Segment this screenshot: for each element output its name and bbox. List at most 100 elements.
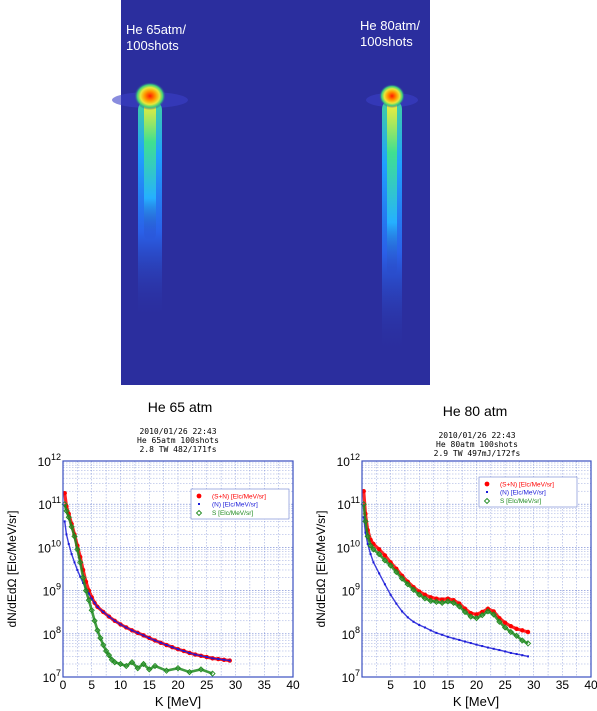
chart-subtitle-line3: 2.8 TW 482/171fs [139,445,216,454]
data-point [136,631,139,634]
x-tick-label: 10 [114,678,128,692]
data-point [177,648,179,651]
data-point [507,628,514,636]
data-point [223,658,225,661]
x-tick-label: 30 [229,678,243,692]
data-point [77,559,84,566]
y-tick-label: 1011 [38,495,61,512]
data-point [475,643,478,646]
legend-marker-s [195,509,203,517]
data-point [188,651,191,654]
data-point [93,601,96,604]
data-point [163,667,170,674]
x-tick-label: 25 [200,678,214,692]
data-point [85,597,93,604]
data-point [404,581,411,588]
data-point [519,637,526,644]
data-point [140,660,147,668]
data-point [492,647,495,650]
chart-he-80atm: He 80 atm 2010/01/26 22:43 He 80atm 100s… [314,403,597,709]
data-point [525,629,531,635]
data-point [182,649,185,652]
data-point [428,595,433,600]
data-point [467,613,474,620]
y-tick-label: 108 [342,625,360,642]
legend-box [478,476,578,508]
legend-label-s: S [Elc/MeV/sr] [212,510,253,517]
data-point [71,533,78,540]
x-tick-label: 0 [60,678,67,692]
data-point [387,562,394,569]
data-point [381,557,389,564]
data-point [367,542,374,549]
data-point [481,645,484,648]
x-tick-label: 20 [470,678,484,692]
data-point [429,629,432,632]
data-point [406,616,409,619]
data-point [68,523,75,530]
data-point [416,591,423,598]
data-point [412,620,415,623]
data-point [401,610,404,613]
data-point [76,568,79,571]
series-band [362,491,529,634]
data-point [79,575,82,578]
data-point [509,651,512,654]
data-point [479,612,486,619]
data-point [151,662,159,670]
x-tick-label: 10 [413,678,427,692]
data-point [100,641,107,649]
data-point [423,626,426,629]
data-point [63,507,70,515]
data-point [108,615,110,618]
data-point [200,654,202,657]
data-point [209,670,216,677]
data-point [119,623,122,626]
image-background [121,0,430,385]
y-tick-label: 1011 [337,495,360,512]
chart-he-65atm: He 65 atm 2010/01/26 22:43 He 65atm 100s… [5,399,300,709]
data-point [378,572,381,575]
data-point [123,662,130,670]
data-point [361,488,366,494]
data-point [469,642,472,645]
data-point [389,593,392,596]
data-point [79,574,87,581]
data-point [439,597,445,602]
data-point [70,553,73,556]
data-point [102,647,110,655]
y-tick-label: 107 [342,668,360,685]
data-point [418,623,421,626]
data-point [456,603,463,610]
series-n [362,516,530,658]
chart-title: He 65 atm [148,399,213,415]
data-point [117,660,124,668]
data-point [111,659,118,666]
data-point [87,592,90,595]
data-point [134,665,141,672]
data-point [96,605,99,608]
data-point [521,654,524,657]
data-point [186,668,193,676]
series-s [61,501,216,677]
legend-label-n: (N) [Elc/MeV/sr] [500,490,546,497]
chart-subtitle-line2: He 65atm 100shots [137,436,219,445]
data-point [154,639,156,642]
data-point [67,542,70,545]
data-point [421,595,429,602]
data-point [362,518,369,525]
data-point [486,646,489,649]
data-point [131,629,133,632]
data-point [395,602,398,605]
data-point [65,514,72,521]
data-point [364,531,367,534]
data-point [90,597,93,600]
data-point [410,586,417,593]
data-point [520,628,525,633]
x-axis-label: K [MeV] [155,694,201,709]
data-point [82,587,90,594]
data-point [504,650,507,653]
data-point [474,612,479,617]
data-point [102,610,105,613]
